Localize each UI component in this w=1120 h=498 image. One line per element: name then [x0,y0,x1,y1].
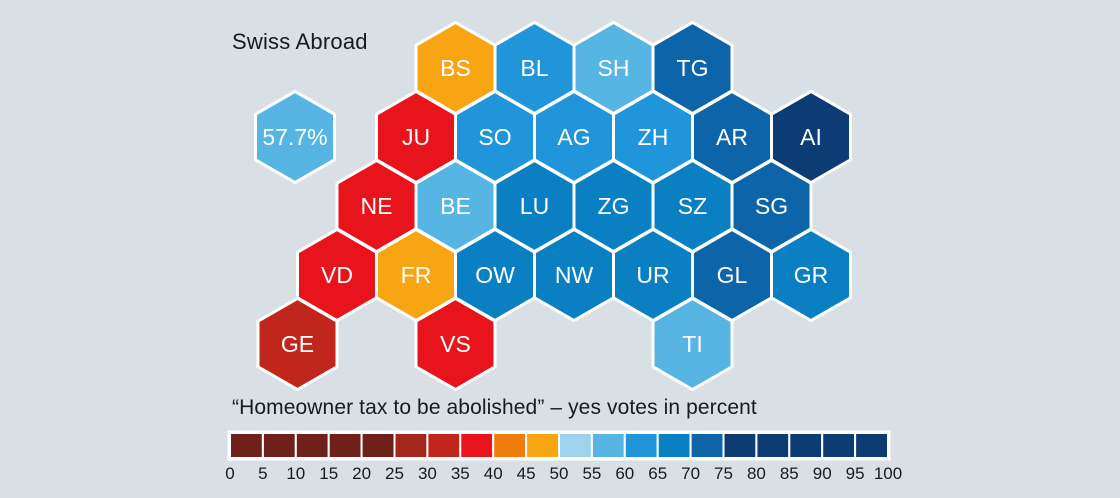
canton-label-GL: GL [717,262,748,288]
legend-swatch-70–75 [689,432,725,459]
legend-swatch-30–35 [426,432,462,459]
legend-tick-30: 30 [418,464,437,483]
canton-label-TI: TI [682,331,702,357]
legend-tick-75: 75 [714,464,733,483]
canton-label-ZG: ZG [598,193,630,219]
canton-label-AR: AR [716,124,748,150]
swiss-abroad-title: Swiss Abroad [232,29,368,54]
legend-swatch-0–5 [229,432,264,459]
canton-label-GR: GR [794,262,829,288]
legend-swatch-50–55 [558,432,593,459]
legend-swatch-35–40 [459,432,495,459]
canton-label-AG: AG [557,124,590,150]
canton-label-GE: GE [281,331,314,357]
canton-label-BS: BS [440,55,471,81]
canton-label-VS: VS [440,331,471,357]
canton-hex-GR [770,227,852,323]
canton-hex-TI [651,296,734,392]
canton-label-SG: SG [755,193,788,219]
canton-hex-GE [256,296,339,392]
legend-tick-100: 100 [874,464,902,483]
legend-swatch-25–30 [393,432,429,459]
legend-tick-80: 80 [747,464,766,483]
legend-swatch-40–45 [492,432,528,459]
legend-tick-40: 40 [484,464,503,483]
chart-caption: “Homeowner tax to be abolished” – yes vo… [232,396,757,419]
legend-tick-90: 90 [813,464,832,483]
legend-swatch-85–90 [788,432,824,459]
canton-label-SZ: SZ [678,193,707,219]
swiss-abroad-hex [254,89,336,185]
canton-label-OW: OW [475,262,515,288]
legend-tick-35: 35 [451,464,470,483]
legend-tick-50: 50 [550,464,569,483]
legend-tick-65: 65 [648,464,667,483]
legend-tick-70: 70 [681,464,700,483]
canton-label-SO: SO [478,124,511,150]
canton-label-FR: FR [401,262,432,288]
canton-hex-VS [414,296,497,392]
canton-label-NW: NW [555,262,594,288]
legend-tick-5: 5 [258,464,267,483]
legend-tick-10: 10 [286,464,305,483]
canton-label-SH: SH [598,55,630,81]
swiss-abroad-value: 57.7% [262,124,327,150]
legend-tick-0: 0 [225,464,234,483]
canton-label-AI: AI [800,124,822,150]
canton-label-TG: TG [677,55,709,81]
legend-tick-60: 60 [615,464,634,483]
legend-swatch-90–95 [821,432,857,459]
legend-swatch-5–10 [261,432,297,459]
legend-tick-15: 15 [319,464,338,483]
legend-swatch-55–60 [590,432,626,459]
canton-label-BL: BL [520,55,548,81]
legend-tick-45: 45 [517,464,536,483]
canton-label-BE: BE [440,193,471,219]
canton-label-NE: NE [361,193,393,219]
canton-label-LU: LU [520,193,549,219]
canton-label-VD: VD [321,262,353,288]
legend-tick-55: 55 [582,464,601,483]
legend-swatch-80–85 [755,432,791,459]
legend-swatch-10–15 [294,432,330,459]
legend-swatch-60–65 [623,432,659,459]
legend-swatch-15–20 [327,432,363,459]
legend-swatch-95–100 [854,432,889,459]
legend-tick-95: 95 [846,464,865,483]
canton-label-JU: JU [402,124,430,150]
legend-tick-20: 20 [352,464,371,483]
canton-label-UR: UR [636,262,669,288]
legend-swatch-20–25 [360,432,396,459]
legend-swatch-65–70 [656,432,692,459]
legend-tick-25: 25 [385,464,404,483]
canton-label-ZH: ZH [638,124,669,150]
legend-tick-85: 85 [780,464,799,483]
legend-swatch-45–50 [525,432,560,459]
legend-swatch-75–80 [722,432,758,459]
